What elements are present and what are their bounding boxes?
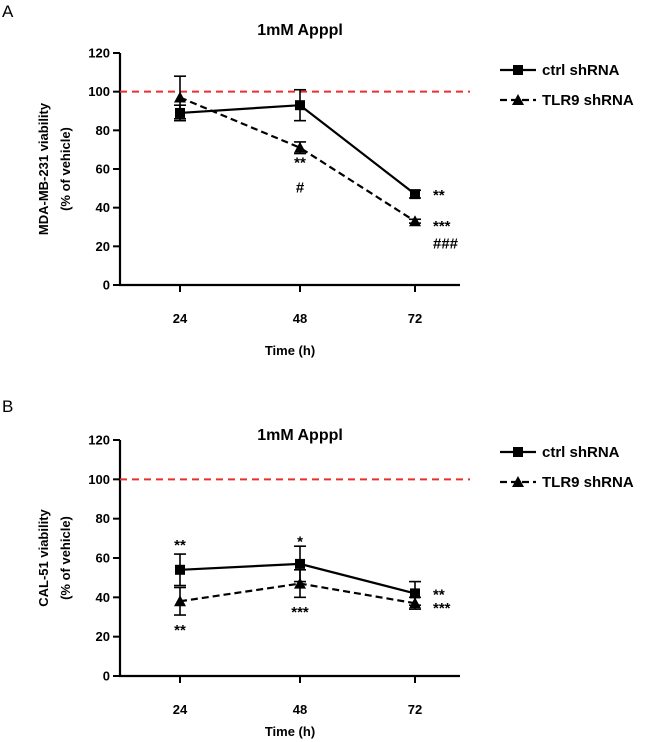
significance-label: ***: [291, 604, 309, 621]
y-tick-label: 20: [96, 629, 110, 644]
data-point-square: [295, 558, 305, 569]
y-tick-label: 80: [96, 511, 110, 526]
y-tick-label: 0: [103, 669, 110, 684]
significance-label: **: [174, 537, 186, 554]
significance-label: **: [433, 187, 445, 204]
y-axis-label: CAL-51 viability: [36, 508, 51, 606]
panel-letter: B: [2, 397, 13, 416]
panel-letter: A: [2, 2, 14, 21]
significance-label: **: [433, 586, 445, 603]
series-ctrl-shrna: [174, 545, 421, 607]
y-tick-label: 60: [96, 551, 110, 566]
x-tick-label: 24: [173, 702, 188, 717]
data-point-square: [175, 564, 185, 575]
data-point-triangle: [409, 215, 421, 227]
legend-marker-triangle: [512, 476, 524, 487]
significance-label: #: [296, 179, 305, 196]
x-tick-label: 72: [408, 702, 422, 717]
y-axis-label: (% of vehicle): [58, 516, 73, 600]
significance-label: ###: [433, 235, 459, 252]
y-tick-label: 60: [96, 162, 110, 177]
data-point-triangle: [294, 577, 306, 589]
data-point-square: [410, 189, 420, 200]
legend-entry: TLR9 shRNA: [500, 92, 634, 109]
y-tick-label: 40: [96, 590, 110, 605]
series-line: [179, 96, 416, 223]
legend-label: ctrl shRNA: [542, 444, 620, 461]
significance-label: **: [294, 154, 306, 171]
x-tick-label: 48: [293, 702, 307, 717]
x-axis-label: Time (h): [265, 724, 315, 739]
legend-marker-square: [513, 447, 523, 457]
y-tick-label: 0: [103, 278, 110, 293]
data-point-triangle: [294, 141, 306, 153]
x-tick-label: 72: [408, 311, 422, 326]
y-axis-label: (% of vehicle): [58, 127, 73, 211]
significance-label: **: [174, 622, 186, 639]
x-tick-label: 48: [293, 311, 307, 326]
y-axis-label: MDA-MB-231 viability: [36, 102, 51, 235]
data-point-square: [295, 100, 305, 111]
legend-entry: ctrl shRNA: [500, 62, 620, 79]
y-tick-label: 20: [96, 239, 110, 254]
legend-entry: TLR9 shRNA: [500, 474, 634, 491]
legend-label: TLR9 shRNA: [542, 92, 634, 109]
significance-label: ***: [433, 218, 451, 235]
data-point-triangle: [174, 595, 186, 607]
y-tick-label: 80: [96, 123, 110, 138]
legend-entry: ctrl shRNA: [500, 444, 620, 461]
legend-marker-triangle: [512, 94, 524, 105]
legend-label: ctrl shRNA: [542, 62, 620, 79]
legend-marker-square: [513, 65, 523, 75]
x-axis-label: Time (h): [265, 343, 315, 358]
chart-panel-a: A 1mM Apppl 0 20 40 60 80 100 120 24 48 72 Time (h) M…: [2, 2, 634, 358]
x-tick-label: 24: [173, 311, 188, 326]
chart-panel-b: B 1mM Apppl 0 20 40 60 80 100 120 24 48 72 Time (h) C…: [2, 397, 634, 739]
chart-title: 1mM Apppl: [257, 427, 343, 444]
data-point-triangle: [174, 91, 186, 103]
legend-label: TLR9 shRNA: [542, 474, 634, 491]
y-tick-label: 120: [88, 433, 110, 448]
y-tick-label: 100: [88, 472, 110, 487]
data-point-square: [410, 588, 420, 599]
data-point-triangle: [409, 597, 421, 609]
chart-title: 1mM Apppl: [257, 22, 343, 39]
y-tick-label: 100: [88, 84, 110, 99]
significance-label: ***: [433, 600, 451, 617]
significance-label: *: [297, 533, 303, 550]
y-tick-label: 120: [88, 46, 110, 61]
series-tlr9-shrna: [174, 75, 421, 227]
series-tlr9-shrna: [174, 568, 421, 616]
y-tick-label: 40: [96, 200, 110, 215]
